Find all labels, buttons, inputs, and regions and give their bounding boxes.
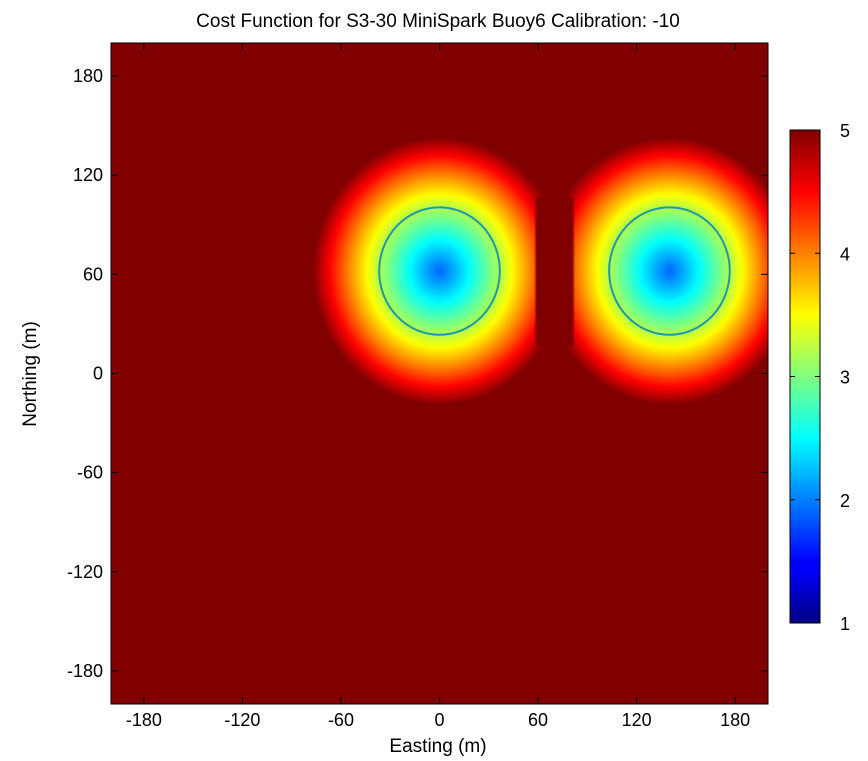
chart-title: Cost Function for S3-30 MiniSpark Buoy6 …: [196, 11, 680, 32]
contour-line-1: [378, 206, 501, 336]
contour-line-2: [608, 206, 731, 336]
y-axis-ticks: -180 -120 -60 0 60 120 180: [67, 66, 768, 681]
y-tick-label: -180: [67, 661, 103, 681]
heatmap-image: [111, 43, 768, 704]
x-tick-label: -120: [224, 710, 260, 730]
colorbar: 1 2 3 4 5: [789, 121, 850, 634]
x-tick-label: 180: [720, 710, 750, 730]
colorbar-tick-label: 2: [840, 491, 850, 511]
colorbar-tick-label: 4: [840, 244, 850, 264]
x-tick-label: 0: [434, 710, 444, 730]
plot-area: -180 -120 -60 0 60 120 180 -180 -120 -60 0 60 120 18…: [67, 42, 769, 730]
contour-lines: [378, 206, 731, 336]
y-tick-label: -120: [67, 562, 103, 582]
y-tick-label: 60: [83, 264, 103, 284]
y-tick-label: 180: [73, 66, 103, 86]
x-tick-label: 60: [528, 710, 548, 730]
x-tick-label: -180: [126, 710, 162, 730]
y-tick-label: 0: [93, 364, 103, 384]
x-tick-label: 120: [622, 710, 652, 730]
colorbar-ticks: 1 2 3 4 5: [790, 121, 850, 634]
colorbar-tick-label: 3: [840, 368, 850, 388]
colorbar-tick-label: 5: [840, 121, 850, 141]
y-tick-label: -60: [77, 463, 103, 483]
y-axis-label: Northing (m): [20, 321, 41, 427]
x-axis-ticks: -180 -120 -60 0 60 120 180: [126, 43, 750, 730]
x-axis-label: Easting (m): [389, 736, 486, 757]
x-tick-label: -60: [328, 710, 354, 730]
y-tick-label: 120: [73, 165, 103, 185]
colorbar-tick-label: 1: [840, 614, 850, 634]
